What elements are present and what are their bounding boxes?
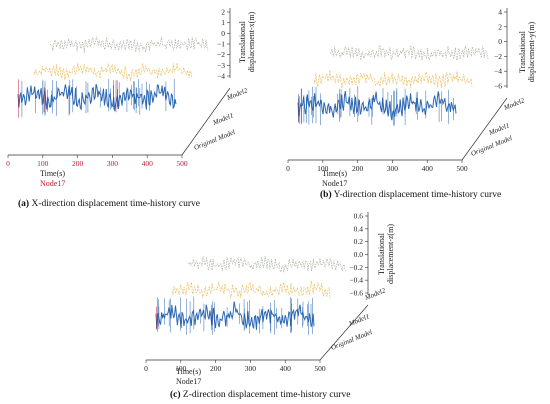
depth-axis <box>461 97 508 161</box>
x-tick-label: 500 <box>314 364 326 373</box>
depth-axis <box>319 304 369 361</box>
x-axis-title: Time(s) <box>40 169 65 178</box>
y-tick-label: 0 <box>221 29 225 38</box>
x-tick-label: 0 <box>6 159 10 168</box>
series-line-original-model <box>17 84 177 112</box>
y-tick-label: −4 <box>217 72 225 81</box>
panel-c: 0 100 200 300 400 500 0.6 0.4 0.2 0.0 −0.2 −0.4 −0.6… <box>144 212 395 401</box>
series-line-model2 <box>49 36 209 53</box>
node-label: Node17 <box>176 377 201 386</box>
y-axis-title-line1: Translational <box>377 232 386 275</box>
series-line-original-model <box>297 91 457 121</box>
x-axis-title: Time(s) <box>322 169 347 178</box>
x-tick-label: 500 <box>456 164 468 173</box>
caption-letter: (c) <box>170 389 181 400</box>
y-tick-label: 0.0 <box>354 250 364 259</box>
panel-a: 0 100 200 300 400 500 21 0 −1−2 −3 −4 Translational… <box>6 8 256 210</box>
series-line-model2 <box>187 255 347 273</box>
caption-letter: (a) <box>18 198 29 209</box>
series-line-model1 <box>33 62 193 82</box>
y-tick-label: −6 <box>494 82 502 91</box>
panel-b: 0 100 200 300 400 500 4 2 0 −2 −4 −6 Translational di… <box>286 8 536 201</box>
model-label: Model2 <box>502 96 526 112</box>
y-axis-title: Translational displacement-z(m) <box>377 224 395 284</box>
series-line-model1 <box>313 69 473 89</box>
y-tick-label: −4 <box>494 67 502 76</box>
x-tick-label: 300 <box>387 164 399 173</box>
x-tick-label: 0 <box>286 164 290 173</box>
x-tick-label: 100 <box>175 364 187 373</box>
x-tick-label: 300 <box>245 364 257 373</box>
model-label: Original Model <box>330 328 374 352</box>
y-tick-label: −2 <box>217 50 225 59</box>
caption-letter: (b) <box>320 189 332 200</box>
y-tick-label: −0.2 <box>349 263 363 272</box>
x-axis-title: Time(s) <box>176 367 201 376</box>
node-label: Node17 <box>322 179 347 188</box>
x-tick-label: 200 <box>72 159 84 168</box>
x-tick-label: 400 <box>422 164 434 173</box>
x-tick-label: 500 <box>176 159 188 168</box>
model-label: Model2 <box>363 286 387 302</box>
model-label: Model2 <box>225 86 249 102</box>
y-tick-label: 0.4 <box>354 224 364 233</box>
model-label: Model1 <box>347 312 371 328</box>
panel-caption: (c) Z-direction displacement time-histor… <box>170 389 350 400</box>
x-tick-label: 100 <box>37 159 49 168</box>
y-tick-label: 4 <box>498 8 502 17</box>
y-tick-label: 2 <box>221 8 225 17</box>
model-label: Original Model <box>193 128 237 152</box>
y-axis-title: Translational displacement-x(m) <box>238 11 256 72</box>
y-axis-title: Translational displacement-y(m) <box>518 21 536 82</box>
series-line-model2 <box>329 44 489 61</box>
x-tick-label: 100 <box>317 164 329 173</box>
x-tick-label: 400 <box>142 159 154 168</box>
caption-text: Z-direction displacement time-history cu… <box>181 390 351 400</box>
x-tick-label: 300 <box>107 159 119 168</box>
y-tick-label: −1 <box>217 40 225 49</box>
x-tick-label: 0 <box>144 364 148 373</box>
y-tick-label: −0.4 <box>349 276 363 285</box>
model-label: Model1 <box>211 111 235 127</box>
node-label: Node17 <box>40 179 65 188</box>
panel-caption: (b) Y-direction displacement time-histor… <box>320 189 501 200</box>
panel-caption: (a) X-direction displacement time-histor… <box>18 198 200 209</box>
y-axis-title-line2: displacement-z(m) <box>386 224 395 284</box>
y-axis-title-line1: Translational <box>238 20 247 63</box>
x-tick-label: 400 <box>280 364 292 373</box>
series-line-model1 <box>171 280 331 299</box>
y-tick-label: −0.6 <box>349 289 363 298</box>
caption-text: Y-direction displacement time-history cu… <box>332 190 502 200</box>
y-tick-label: 2 <box>498 22 502 31</box>
y-tick-label: −3 <box>217 61 225 70</box>
y-tick-label: 0.6 <box>354 212 364 221</box>
y-tick-label: 1 <box>221 18 225 27</box>
y-axis-title-line2: displacement-x(m) <box>247 11 256 72</box>
x-tick-label: 200 <box>210 364 222 373</box>
caption-text: X-direction displacement time-history cu… <box>29 199 200 209</box>
y-axis-title-line2: displacement-y(m) <box>527 21 536 82</box>
model-label: Original Model <box>470 134 514 158</box>
series-line-original-model <box>155 301 315 330</box>
x-tick-label: 200 <box>352 164 364 173</box>
y-tick-label: 0.2 <box>354 237 364 246</box>
y-axis-title-line1: Translational <box>518 30 527 73</box>
depth-axis <box>181 87 231 156</box>
y-tick-label: 0 <box>498 37 502 46</box>
y-tick-label: −2 <box>494 52 502 61</box>
